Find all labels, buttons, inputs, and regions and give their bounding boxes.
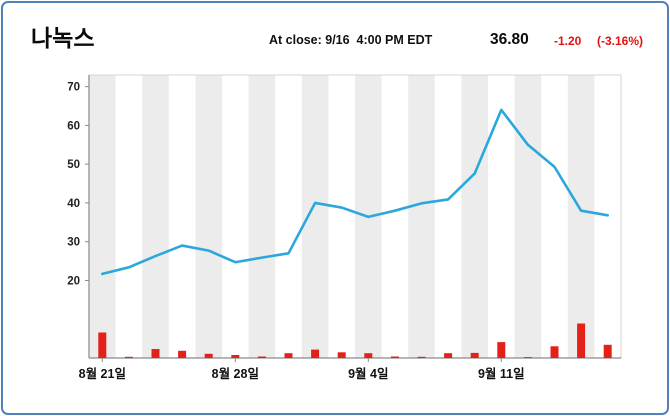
volume-bar (523, 357, 532, 358)
x-tick-label: 8월 21일 (79, 366, 126, 381)
close-time-label: At close: 9/16 4:00 PM EDT (269, 33, 433, 47)
stock-title: 나녹스 (31, 25, 95, 51)
volume-bar (257, 356, 266, 358)
price-volume-chart: 20 30 40 50 60 70 8월 21일 8월 28일 9월 4일 9월 11일 (67, 74, 622, 381)
y-tick-label: 30 (67, 237, 80, 249)
volume-bar (390, 356, 399, 358)
volume-bar (124, 356, 133, 358)
volume-bar (204, 353, 213, 358)
volume-bar (311, 349, 320, 358)
volume-bar (550, 346, 559, 358)
day-stripes (89, 75, 595, 358)
y-tick-label: 70 (67, 82, 80, 94)
volume-bar (231, 355, 240, 358)
y-tick-label: 40 (67, 198, 80, 210)
y-tick-label: 50 (67, 159, 80, 171)
price-change-value: -1.20 (554, 34, 582, 48)
volume-bar (444, 353, 453, 358)
volume-bar (417, 356, 426, 358)
volume-bar (577, 323, 586, 358)
x-tick-label: 9월 4일 (348, 366, 388, 381)
volume-bar (470, 352, 479, 358)
y-tick-label: 20 (67, 275, 80, 287)
last-price-value: 36.80 (490, 31, 529, 48)
volume-bar (284, 353, 293, 358)
x-tick-label: 9월 11일 (478, 366, 525, 381)
volume-bar (337, 352, 346, 358)
volume-bar (497, 342, 506, 358)
volume-bar (178, 350, 187, 358)
volume-bar (603, 344, 612, 358)
volume-bars (98, 323, 612, 358)
volume-bar (98, 332, 107, 358)
price-change-percent: (-3.16%) (597, 34, 644, 48)
price-line (101, 108, 610, 276)
volume-bar (151, 349, 160, 358)
y-tick-label: 60 (67, 120, 80, 132)
x-tick-label: 8월 28일 (212, 366, 259, 381)
y-axis-labels: 20 30 40 50 60 70 (67, 82, 89, 287)
x-axis-labels: 8월 21일 8월 28일 9월 4일 9월 11일 (79, 358, 525, 381)
volume-bar (364, 353, 373, 358)
